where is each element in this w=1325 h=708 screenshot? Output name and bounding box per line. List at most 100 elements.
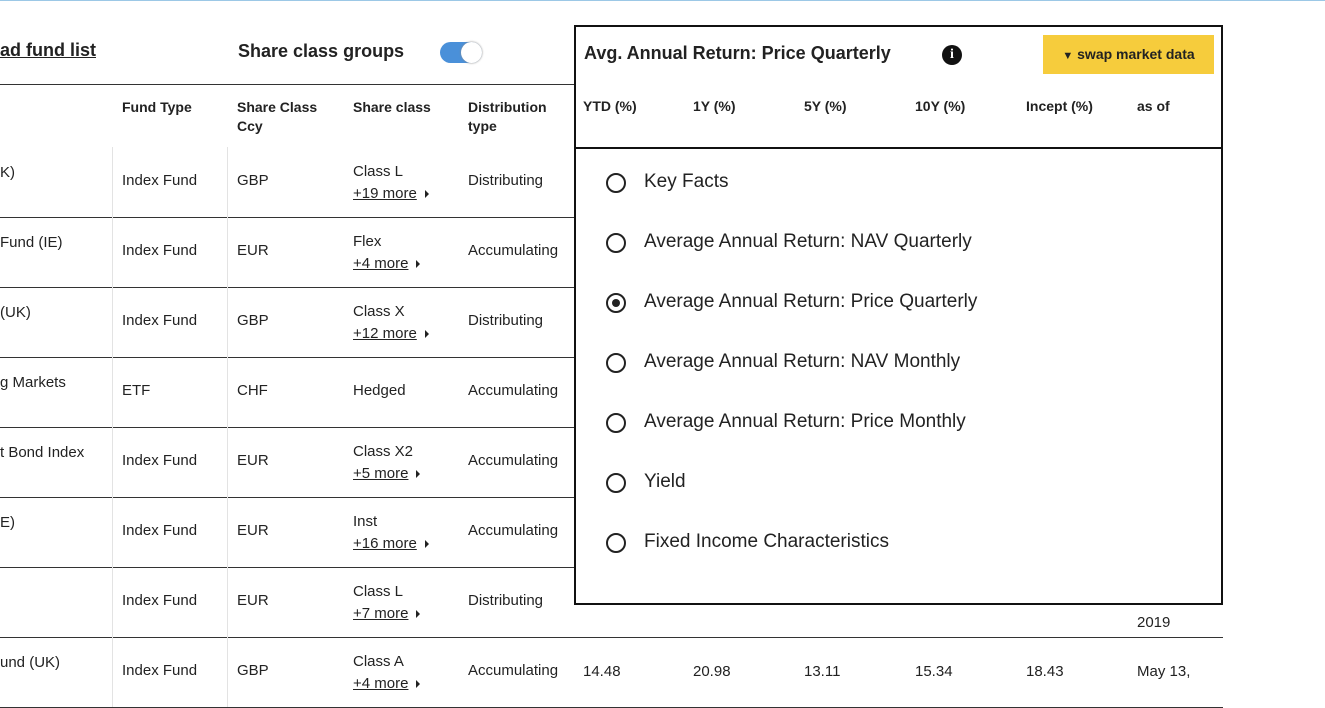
cell-divider <box>112 287 113 357</box>
row-line <box>0 637 1223 638</box>
cell-divider <box>112 357 113 427</box>
more-classes-link[interactable]: +16 more <box>353 535 429 552</box>
column-header: 5Y (%) <box>804 98 847 114</box>
fund-name: Fund (IE) <box>0 234 63 251</box>
column-header: Fund Type <box>122 99 192 115</box>
return-value: 2019 <box>1137 614 1171 631</box>
return-value: 14.48 <box>583 663 621 680</box>
currency: EUR <box>237 242 269 259</box>
row-line <box>0 357 574 358</box>
radio-button[interactable] <box>606 473 626 493</box>
currency: GBP <box>237 312 269 329</box>
row-line <box>0 287 574 288</box>
distribution-type: Distributing <box>468 312 544 329</box>
toggle-label: Share class groups <box>238 41 405 61</box>
column-header: 10Y (%) <box>915 98 966 114</box>
cell-divider <box>227 217 228 287</box>
currency: CHF <box>237 382 268 399</box>
dropdown-option[interactable]: Average Annual Return: NAV Monthly <box>644 351 961 372</box>
dropdown-option[interactable]: Average Annual Return: Price Quarterly <box>644 291 978 312</box>
toggle[interactable] <box>440 42 482 63</box>
fund-type: Index Fund <box>122 662 198 679</box>
fund-name: g Markets <box>0 374 66 391</box>
share-class: Class X <box>353 303 405 320</box>
download-link[interactable]: ad fund list <box>0 40 96 60</box>
dropdown-option[interactable]: Key Facts <box>644 171 729 192</box>
fund-type: Index Fund <box>122 592 198 609</box>
fund-name: E) <box>0 514 15 531</box>
cell-divider <box>227 287 228 357</box>
more-classes-link[interactable]: +19 more <box>353 185 429 202</box>
currency: GBP <box>237 172 269 189</box>
dropdown-option[interactable]: Yield <box>644 471 686 492</box>
cell-divider <box>227 567 228 637</box>
return-value: May 13, <box>1137 663 1191 680</box>
cell-divider <box>227 637 228 707</box>
return-value: 18.43 <box>1026 663 1064 680</box>
fund-name: K) <box>0 164 15 181</box>
radio-button[interactable] <box>606 533 626 553</box>
currency: EUR <box>237 522 269 539</box>
row-line <box>0 497 574 498</box>
column-header: Share Class Ccy <box>237 99 318 134</box>
radio-button[interactable] <box>606 173 626 193</box>
radio-button[interactable] <box>606 353 626 373</box>
more-classes-link[interactable]: +7 more <box>353 605 420 622</box>
row-line <box>0 427 574 428</box>
fund-type: ETF <box>122 382 151 399</box>
dropdown-option[interactable]: Average Annual Return: Price Monthly <box>644 411 966 432</box>
share-class: Class L <box>353 163 404 180</box>
column-header: 1Y (%) <box>693 98 736 114</box>
cell-divider <box>227 147 228 217</box>
return-value: 13.11 <box>804 663 841 680</box>
panel-divider <box>576 147 1221 149</box>
distribution-type: Distributing <box>468 172 544 189</box>
info-icon[interactable]: i <box>942 45 962 65</box>
header-line <box>0 84 574 85</box>
cell-divider <box>227 497 228 567</box>
return-panel: Avg. Annual Return: Price Quarterly i ▼ … <box>574 25 1223 605</box>
cell-divider <box>112 427 113 497</box>
share-class: Class L <box>353 583 404 600</box>
share-class: Class A <box>353 653 404 670</box>
fund-name: t Bond Index <box>0 444 85 461</box>
distribution-type: Accumulating <box>468 242 559 259</box>
top-border <box>0 0 1325 1</box>
more-classes-link[interactable]: +12 more <box>353 325 429 342</box>
radio-button[interactable] <box>606 233 626 253</box>
radio-button[interactable] <box>606 413 626 433</box>
currency: EUR <box>237 592 269 609</box>
radio-button[interactable] <box>606 293 626 313</box>
column-header: YTD (%) <box>583 98 637 114</box>
distribution-type: Accumulating <box>468 522 559 539</box>
row-line <box>0 217 574 218</box>
swap-button[interactable]: ▼ swap market data <box>1043 35 1214 74</box>
currency: EUR <box>237 452 269 469</box>
cell-divider <box>227 427 228 497</box>
fund-name: und (UK) <box>0 654 61 671</box>
dropdown-option[interactable]: Average Annual Return: NAV Quarterly <box>644 231 972 252</box>
distribution-type: Accumulating <box>468 452 559 469</box>
page: {"header":{"download_link":"ad fund list… <box>0 0 1325 684</box>
cell-divider <box>112 567 113 637</box>
distribution-type: Accumulating <box>468 382 559 399</box>
share-class: Class X2 <box>353 443 414 460</box>
cell-divider <box>112 637 113 707</box>
column-header: Distribution type <box>468 99 547 134</box>
share-class: Flex <box>353 233 382 250</box>
fund-type: Index Fund <box>122 522 198 539</box>
dropdown-option[interactable]: Fixed Income Characteristics <box>644 531 889 552</box>
more-classes-link[interactable]: +4 more <box>353 255 420 272</box>
fund-name: (UK) <box>0 304 31 321</box>
fund-type: Index Fund <box>122 312 198 329</box>
share-class: Inst <box>353 513 378 530</box>
cell-divider <box>227 357 228 427</box>
return-value: 15.34 <box>915 663 953 680</box>
swap-button-label: swap market data <box>1077 46 1195 62</box>
cell-divider <box>112 497 113 567</box>
fund-type: Index Fund <box>122 242 198 259</box>
share-class: Hedged <box>353 382 406 399</box>
cell-divider <box>112 147 113 217</box>
panel-title: Avg. Annual Return: Price Quarterly <box>584 43 891 63</box>
more-classes-link[interactable]: +5 more <box>353 465 420 482</box>
